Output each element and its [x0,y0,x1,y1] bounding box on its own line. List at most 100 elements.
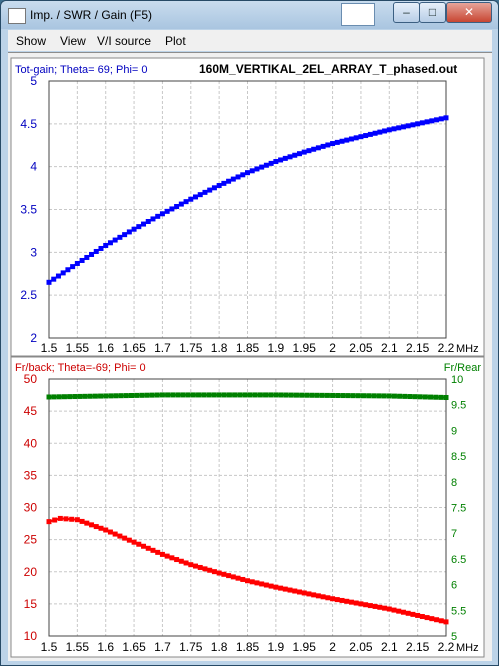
x-tick-label: 2.05 [349,341,373,355]
data-point [315,593,321,599]
data-point [282,155,288,161]
minimize-button[interactable]: – [393,2,420,23]
data-point [141,543,147,549]
data-point [108,393,114,399]
data-point [232,392,238,398]
data-point [126,229,132,235]
plot-border [48,80,447,339]
menu-view[interactable]: View [60,34,86,48]
data-point [283,392,289,398]
data-point [46,519,52,525]
data-point [46,279,52,285]
data-point [419,614,425,620]
title-bar-field [341,3,375,26]
data-point [123,393,129,399]
data-point [245,578,250,584]
x-tick-label: 1.7 [154,640,171,654]
data-point [63,516,69,522]
data-point [353,600,359,606]
data-point [79,257,85,263]
data-point [197,564,203,570]
data-point [122,535,128,541]
y-tick-label: 20 [24,565,38,579]
maximize-button[interactable]: □ [419,2,446,23]
data-point [154,392,160,398]
data-point [287,154,293,160]
data-point [348,136,354,142]
data-point [201,392,207,398]
x-tick-label: 1.9 [268,341,285,355]
data-point [371,393,377,399]
y2-tick-label: 9 [451,425,457,437]
data-point [155,213,161,219]
y-tick-label: 25 [24,533,38,547]
data-point [282,586,288,592]
data-point [358,134,364,140]
x-axis-unit: MHz [456,642,479,654]
data-point [74,517,80,523]
y2-axis-label: Fr/Rear [444,362,482,374]
y2-tick-label: 8 [451,477,457,489]
data-point [206,392,212,398]
x-tick-label: 2.1 [381,341,398,355]
data-point [382,605,388,611]
data-point [84,254,90,260]
x-tick-label: 1.7 [154,341,171,355]
x-tick-label: 2.15 [406,640,430,654]
data-point [56,394,62,400]
data-point [429,118,435,124]
y-tick-label: 4.5 [20,117,37,131]
data-point [226,392,232,398]
data-point [159,392,165,398]
data-point [422,394,428,400]
data-point [249,168,255,174]
data-point [202,566,208,572]
data-point [412,394,418,400]
x-tick-label: 1.8 [211,640,228,654]
x-tick-label: 1.9 [268,640,285,654]
data-point [240,576,246,582]
data-point [174,557,180,563]
data-point [202,189,208,195]
data-point [57,515,63,521]
data-point [247,392,253,398]
data-point [344,598,350,604]
data-point [434,117,440,123]
data-point [141,221,147,227]
data-point [254,166,260,172]
data-point [122,232,128,238]
data-point [245,170,250,176]
y-tick-label: 3 [30,245,37,259]
data-point [149,392,155,398]
data-point [268,583,274,589]
title-bar[interactable]: Imp. / SWR / Gain (F5) – □ ✕ [1,1,498,29]
data-point [319,392,325,398]
y2-tick-label: 8.5 [451,451,466,463]
close-button[interactable]: ✕ [446,2,492,23]
y2-tick-label: 9.5 [451,400,466,412]
data-point [443,395,449,401]
data-point [93,248,99,254]
menu-vi-source[interactable]: V/I source [97,34,152,48]
x-tick-label: 1.75 [179,640,203,654]
data-point [405,123,411,129]
data-point [98,525,104,531]
data-point [376,393,382,399]
x-tick-label: 1.8 [211,341,228,355]
data-point [334,139,340,145]
x-tick-label: 2.15 [406,341,430,355]
y-tick-label: 35 [24,468,38,482]
data-point [216,392,222,398]
menu-plot[interactable]: Plot [165,34,186,48]
chart-subtitle: Tot-gain; Theta= 69; Phi= 0 [15,64,148,76]
data-point [226,178,232,184]
data-point [60,270,66,276]
data-point [304,392,310,398]
y2-tick-label: 10 [451,374,463,386]
y2-tick-label: 7 [451,528,457,540]
data-point [216,183,222,189]
data-point [139,392,145,398]
data-point [103,242,109,248]
menu-show[interactable]: Show [16,34,47,48]
data-point [372,130,378,136]
